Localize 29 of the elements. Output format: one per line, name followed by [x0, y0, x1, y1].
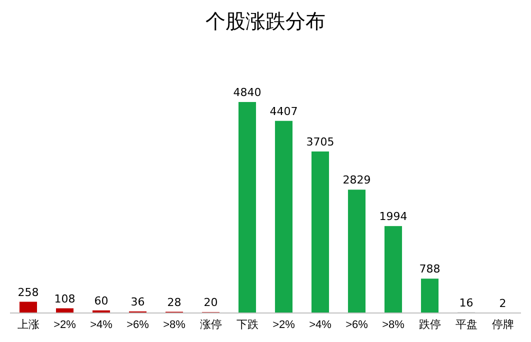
data-label: 36 — [130, 295, 145, 308]
x-tick-label: >2% — [54, 318, 76, 331]
x-tick-label: >8% — [382, 318, 405, 331]
data-label: 60 — [94, 294, 108, 308]
data-label: 28 — [167, 296, 182, 309]
x-tick-label: 停牌 — [492, 318, 514, 331]
x-tick-label: 下跌 — [236, 318, 258, 331]
chart-title: 个股涨跌分布 — [206, 9, 326, 33]
data-label: 3705 — [306, 135, 334, 148]
data-label: 2 — [499, 296, 506, 310]
x-tick-label: >6% — [126, 318, 150, 331]
x-tick-label: 涨停 — [200, 318, 222, 331]
data-label: 4407 — [270, 104, 298, 118]
data-label: 258 — [18, 286, 39, 299]
x-tick-label: >2% — [272, 318, 296, 331]
x-tick-label: 平盘 — [455, 318, 478, 331]
x-tick-label: >4% — [90, 318, 113, 331]
x-tick-label: >8% — [163, 318, 186, 331]
x-tick-label: 上涨 — [17, 318, 40, 331]
x-tick-label: >6% — [346, 318, 368, 331]
x-tick-label: >4% — [309, 318, 332, 331]
x-tick-label: 跌停 — [418, 318, 441, 331]
data-label: 20 — [204, 296, 218, 310]
data-label: 4840 — [233, 86, 262, 99]
data-label: 16 — [459, 296, 474, 310]
data-label: 1994 — [379, 210, 408, 224]
data-label: 788 — [419, 262, 440, 276]
data-label: 108 — [54, 292, 76, 306]
data-label: 2829 — [342, 174, 371, 187]
